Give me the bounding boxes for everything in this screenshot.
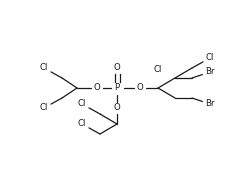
Text: O: O — [114, 103, 120, 112]
Text: Cl: Cl — [78, 120, 86, 128]
Text: O: O — [94, 83, 100, 93]
Text: O: O — [137, 83, 143, 93]
Text: Br: Br — [205, 99, 215, 108]
Text: Cl: Cl — [78, 99, 86, 108]
Text: O: O — [114, 64, 120, 73]
Text: Cl: Cl — [40, 64, 48, 73]
Text: P: P — [114, 83, 120, 93]
Text: Cl: Cl — [154, 65, 162, 74]
Text: Cl: Cl — [206, 54, 214, 62]
Text: Cl: Cl — [40, 103, 48, 112]
Text: Br: Br — [205, 68, 215, 77]
